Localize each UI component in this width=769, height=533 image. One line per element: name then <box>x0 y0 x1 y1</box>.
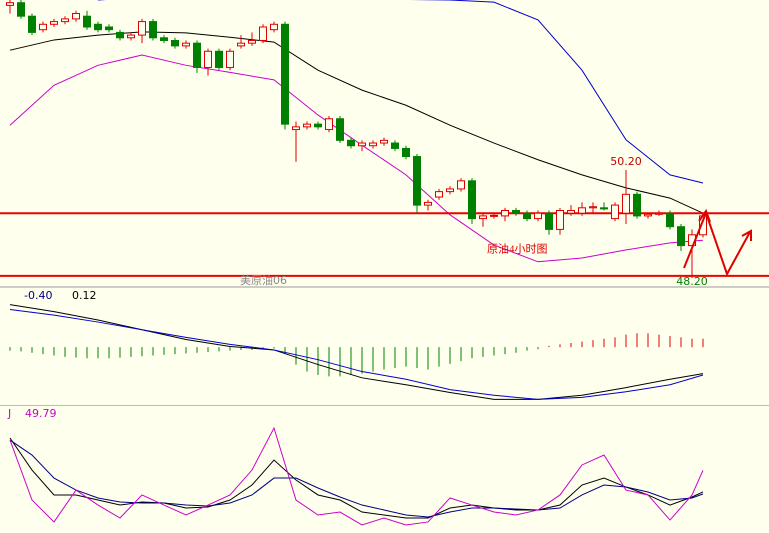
candle-body <box>589 206 597 209</box>
candle-body <box>424 201 432 206</box>
arrow-head <box>698 208 711 223</box>
annotation-arrows <box>683 208 752 277</box>
macd-panel <box>9 304 704 400</box>
candle-body <box>512 210 520 214</box>
candle-body <box>83 15 91 28</box>
candle-body <box>336 118 344 141</box>
overlay-line <box>98 0 704 184</box>
candle-body <box>226 50 234 68</box>
candle-body <box>457 180 465 190</box>
candle-body <box>303 123 311 128</box>
overlay-line <box>9 31 704 214</box>
value-label: 48.20 <box>676 275 708 288</box>
candle-body <box>28 15 36 33</box>
candle-body <box>600 207 608 210</box>
macd-line <box>9 304 704 400</box>
candle-body <box>138 21 146 36</box>
candle-body <box>6 2 14 6</box>
macd-line <box>9 309 704 400</box>
candle-body <box>545 212 553 230</box>
candle-body <box>325 118 333 131</box>
arrow-head <box>741 229 752 241</box>
candle-body <box>369 142 377 147</box>
chart-title: 原油4小时图 <box>487 242 548 256</box>
candle-body <box>292 126 300 131</box>
candle-body <box>94 23 102 31</box>
candle-body <box>204 50 212 68</box>
kdj-line <box>9 437 704 519</box>
candle-body <box>116 31 124 39</box>
candle-body <box>501 210 509 217</box>
candle-body <box>127 34 135 39</box>
legend-name: J <box>7 407 11 420</box>
candle-body <box>61 18 69 23</box>
candle-body <box>237 42 245 47</box>
candle-body <box>402 147 410 158</box>
price-panel <box>0 0 769 278</box>
candle-body <box>413 156 421 206</box>
candle-body <box>160 37 168 41</box>
legend-value: -0.40 <box>24 289 52 302</box>
candle-body <box>666 212 674 228</box>
candle-body <box>556 210 564 230</box>
candle-body <box>50 21 58 25</box>
candle-body <box>644 213 652 217</box>
candle-body <box>72 12 80 20</box>
candle-body <box>468 180 476 220</box>
candle-body <box>215 50 223 68</box>
kdj-line <box>9 439 704 518</box>
candle-body <box>655 212 663 215</box>
candle-body <box>611 204 619 220</box>
candle-body <box>633 193 641 217</box>
candle-body <box>380 139 388 144</box>
candle-body <box>105 26 113 31</box>
value-label: 50.20 <box>610 155 642 168</box>
candle-body <box>281 23 289 125</box>
candle-body <box>567 210 575 214</box>
candle-body <box>523 212 531 220</box>
candle-body <box>314 123 322 128</box>
candle-body <box>347 139 355 147</box>
candle-body <box>622 193 630 214</box>
candle-body <box>193 42 201 68</box>
candle-body <box>490 214 498 217</box>
legend-value: 0.12 <box>72 289 97 302</box>
candle-body <box>171 39 179 47</box>
candle-body <box>435 191 443 198</box>
candle-body <box>17 2 25 17</box>
candle-body <box>270 23 278 31</box>
candle-body <box>149 21 157 39</box>
arrow-path <box>683 210 751 277</box>
candle-body <box>479 215 487 220</box>
kdj-line <box>9 426 704 526</box>
candle-body <box>391 142 399 149</box>
candle-body <box>248 39 256 44</box>
symbol-label: 美原油06 <box>240 273 287 287</box>
candle-body <box>578 207 586 214</box>
candle-body <box>534 212 542 220</box>
candle-body <box>677 226 685 247</box>
candle-body <box>358 142 366 147</box>
legend-value: 49.79 <box>25 407 57 420</box>
candle-body <box>39 23 47 31</box>
candle-body <box>446 188 454 193</box>
candle-body <box>259 26 267 41</box>
kdj-panel <box>9 426 704 526</box>
candle-body <box>182 42 190 47</box>
